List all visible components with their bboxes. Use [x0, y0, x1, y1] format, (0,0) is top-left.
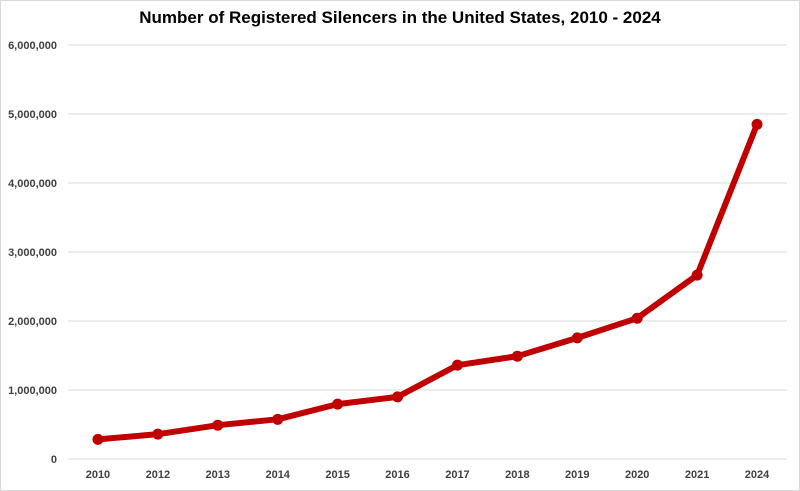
- x-tick-label: 2018: [505, 469, 529, 481]
- series-line-layer: [94, 121, 761, 443]
- gridlines: [68, 44, 787, 460]
- y-tick-label: 5,000,000: [8, 109, 57, 121]
- data-point: [212, 419, 224, 431]
- y-tick-label: 0: [51, 454, 57, 466]
- data-point: [392, 391, 404, 403]
- x-tick-label: 2015: [325, 469, 349, 481]
- y-axis-tick-labels: 0 1,000,000 2,000,000 3,000,000 4,000,000 5,0…: [8, 40, 57, 466]
- data-points: [92, 118, 763, 445]
- x-tick-label: 2013: [206, 469, 230, 481]
- data-point: [751, 118, 763, 130]
- y-tick-label: 6,000,000: [8, 40, 57, 52]
- x-tick-label: 2016: [385, 469, 409, 481]
- x-tick-label: 2021: [685, 469, 709, 481]
- data-point: [152, 428, 164, 440]
- series-line: [94, 121, 761, 443]
- data-point: [451, 359, 463, 371]
- x-axis-tick-labels: 2010 2012 2013 2014 2015 2016 2017 2018 2019 2020…: [86, 469, 770, 481]
- data-point: [332, 398, 344, 410]
- data-point: [571, 332, 583, 344]
- y-tick-label: 2,000,000: [8, 316, 57, 328]
- x-tick-label: 2017: [445, 469, 469, 481]
- data-point: [272, 413, 284, 425]
- x-tick-label: 2012: [146, 469, 170, 481]
- data-point: [511, 350, 523, 362]
- x-tick-label: 2024: [745, 469, 770, 481]
- y-tick-label: 3,000,000: [8, 247, 57, 259]
- data-point: [691, 269, 703, 281]
- data-point: [631, 312, 643, 324]
- x-tick-label: 2010: [86, 469, 110, 481]
- chart-title: Number of Registered Silencers in the Un…: [139, 8, 661, 27]
- x-tick-label: 2014: [265, 469, 290, 481]
- x-tick-label: 2020: [625, 469, 649, 481]
- y-tick-label: 1,000,000: [8, 385, 57, 397]
- y-tick-label: 4,000,000: [8, 178, 57, 190]
- x-tick-label: 2019: [565, 469, 589, 481]
- data-point: [92, 433, 104, 445]
